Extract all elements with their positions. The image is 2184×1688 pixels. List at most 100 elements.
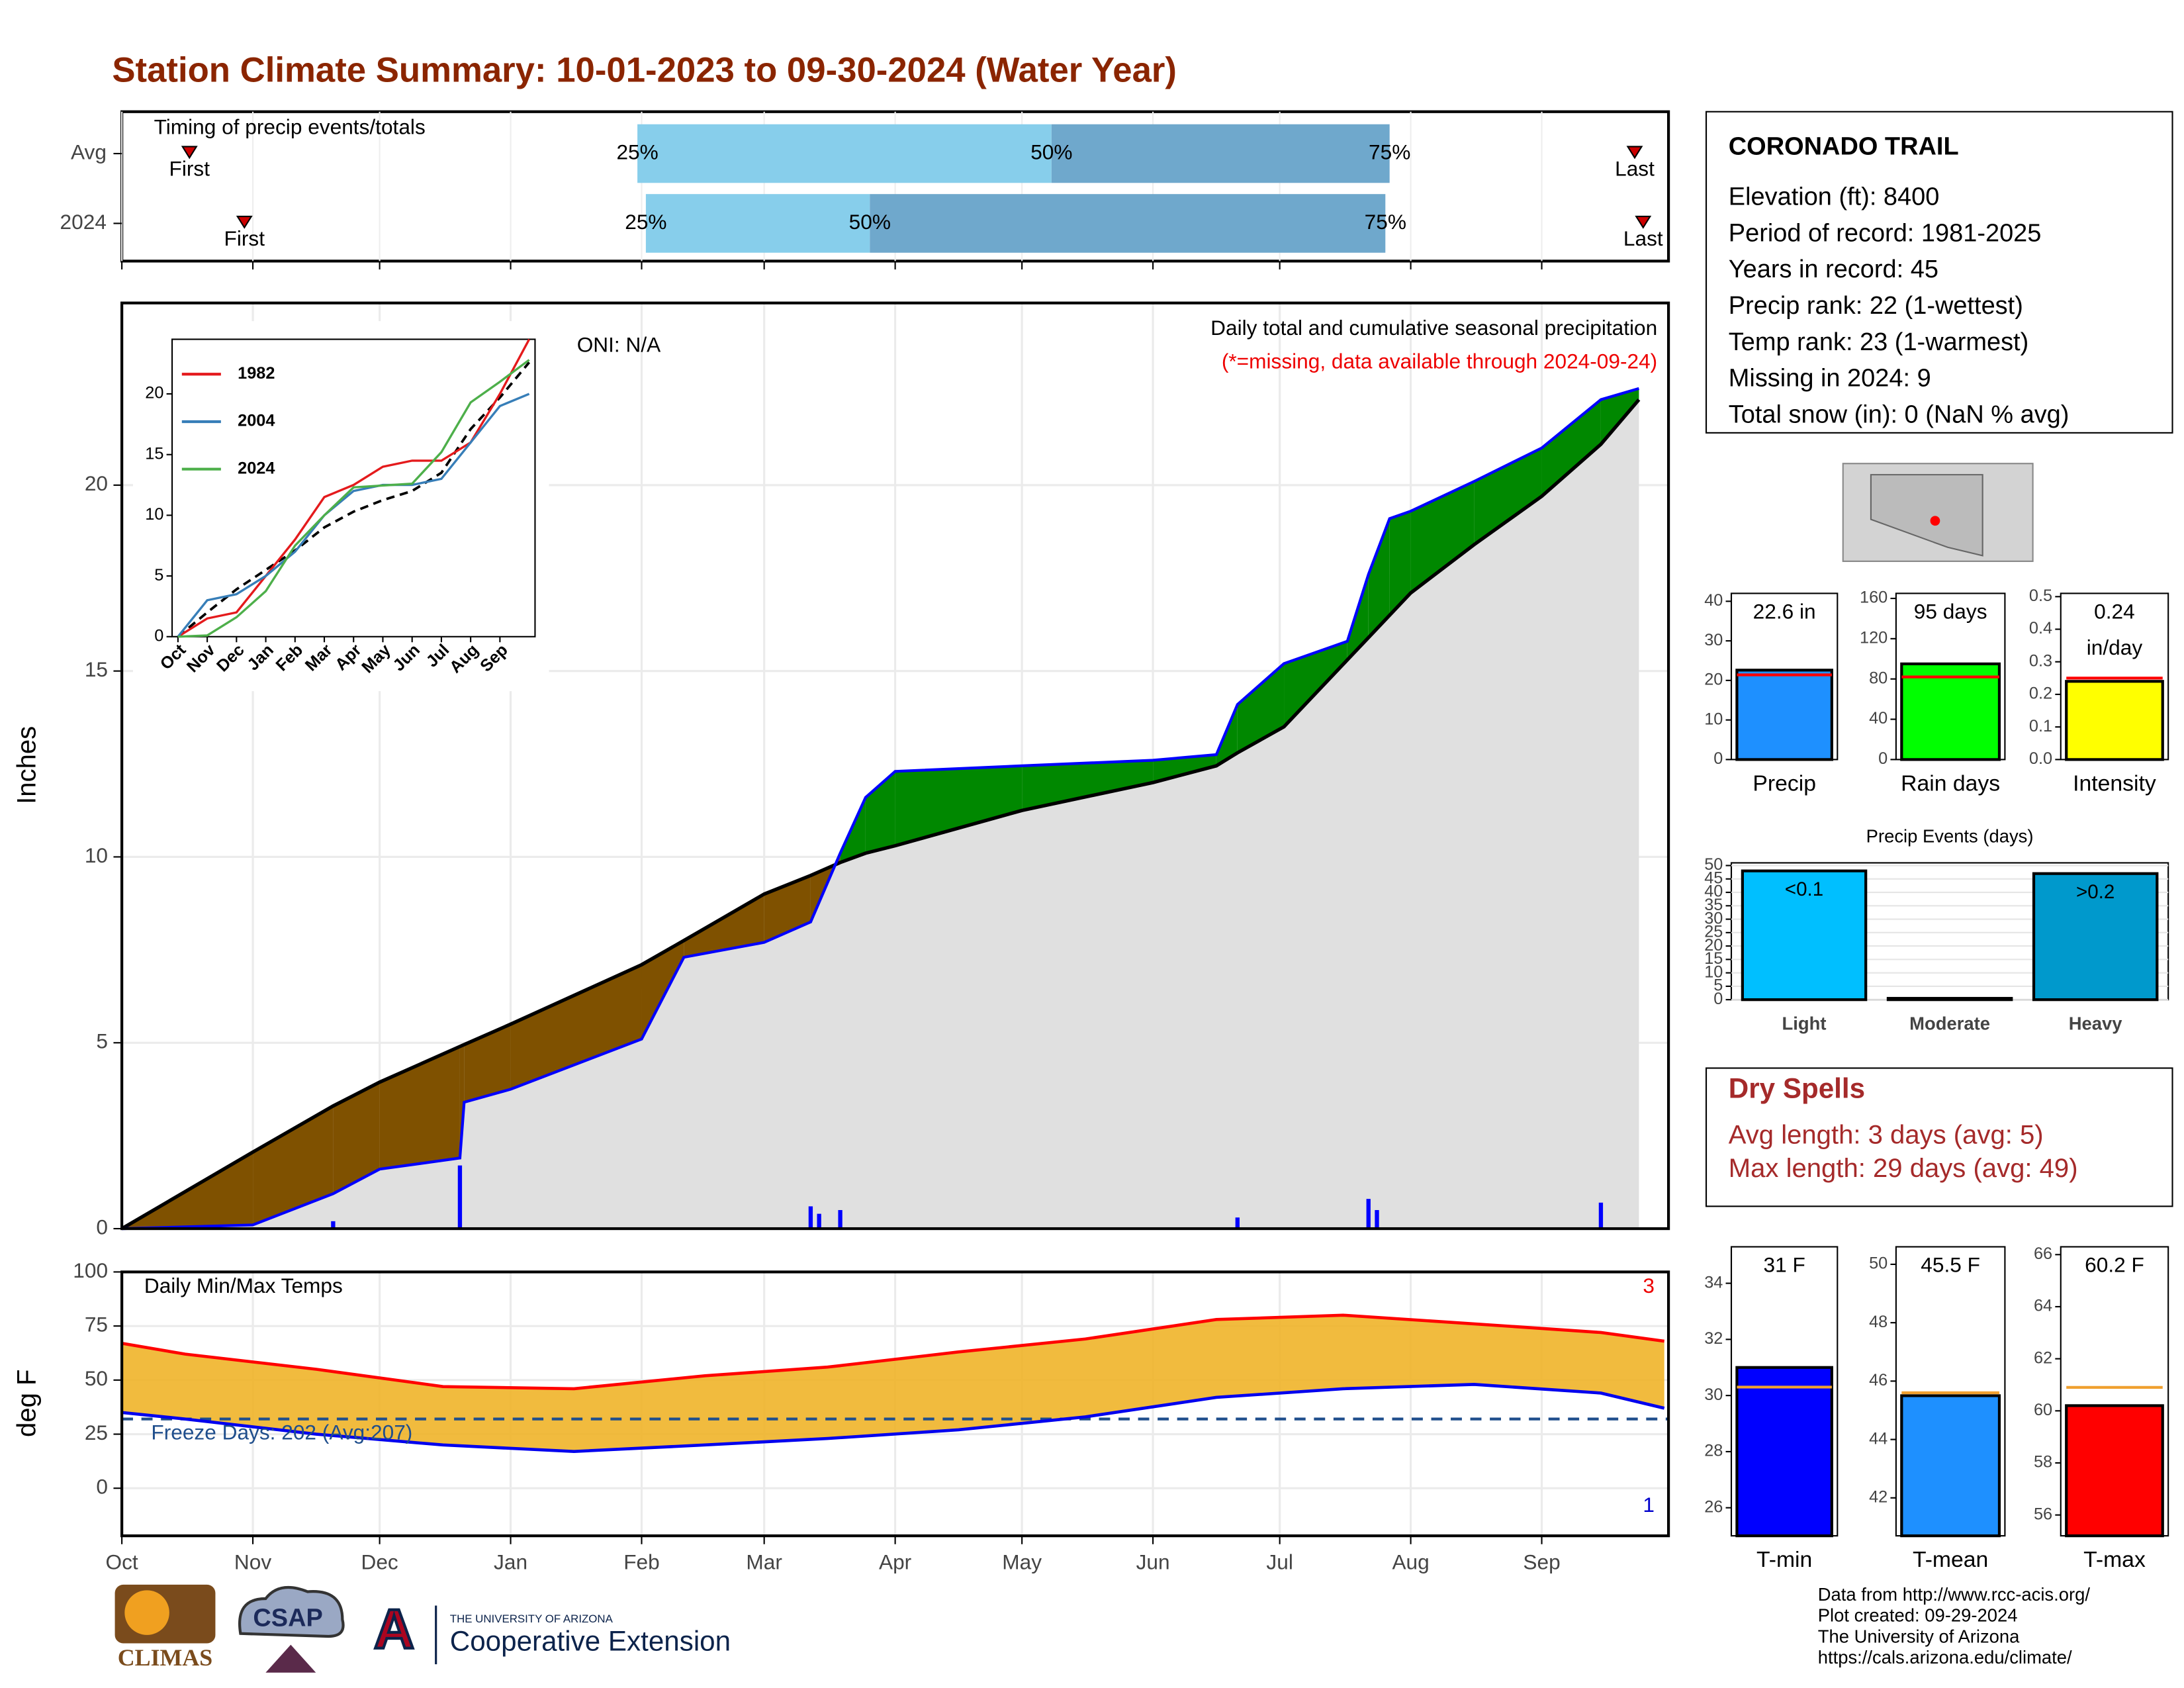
percent-label: 75% [1369, 140, 1410, 164]
inset-y-label: 15 [145, 444, 163, 463]
y-tick-label: 5 [96, 1029, 108, 1053]
daily-bar [1366, 1199, 1371, 1229]
timing-bar [637, 124, 1052, 183]
mini-y-label: 44 [1869, 1429, 1888, 1448]
timing-marker [181, 146, 198, 160]
legend-label: 1982 [238, 364, 275, 383]
station-line: Precip rank: 22 (1-wettest) [1729, 292, 2023, 320]
events-y-label: 30 [1704, 909, 1723, 927]
value-label: 45.5 F [1921, 1252, 1980, 1276]
cumulative-line [122, 387, 1639, 1231]
events-y-label: 0 [1713, 990, 1723, 1008]
deficit-area [253, 1105, 334, 1225]
surplus-area [1410, 481, 1475, 593]
csap-text: CSAP [253, 1605, 322, 1632]
csap-mountain [265, 1644, 316, 1673]
mini-y-label: 0.4 [2029, 619, 2052, 637]
footer-line: Plot created: 09-29-2024 [1818, 1605, 2018, 1626]
y-tick-label: 0 [96, 1475, 108, 1499]
surplus-area [1368, 518, 1390, 638]
surplus-area [1600, 388, 1639, 445]
panel-border [120, 1270, 1670, 1538]
x-tick-label: Jun [1136, 1550, 1170, 1574]
surplus-area [1022, 760, 1154, 811]
y-tick-label: 75 [85, 1313, 108, 1336]
csap-cloud [238, 1586, 345, 1638]
x-tick-label: Sep [1523, 1550, 1560, 1574]
climas-text: CLIMAS [118, 1644, 212, 1671]
mini-y-label: 58 [2034, 1453, 2052, 1472]
mini-name: T-max [2083, 1547, 2146, 1572]
ua-letter: A [374, 1598, 414, 1660]
daily-bar [1375, 1209, 1379, 1229]
event-category: Moderate [1909, 1013, 1990, 1033]
mini-bar [2065, 1404, 2164, 1538]
dry-line: Max length: 29 days (avg: 49) [1729, 1154, 2078, 1183]
deficit-area [684, 894, 764, 958]
daily-bar [1235, 1217, 1240, 1229]
y-tick-label: 25 [85, 1421, 108, 1444]
events-y-label: 15 [1704, 949, 1723, 968]
events-y-label: 20 [1704, 936, 1723, 955]
mini-bar [2065, 680, 2164, 761]
temp-line [121, 1383, 1665, 1453]
x-tick-label: Oct [106, 1550, 138, 1574]
mini-y-label: 0.2 [2029, 684, 2052, 703]
corner-label: 3 [1643, 1274, 1655, 1297]
mini-y-label: 10 [1704, 710, 1723, 728]
mini-name: T-mean [1913, 1547, 1988, 1572]
mini-y-label: 32 [1704, 1329, 1723, 1348]
mini-y-label: 0.1 [2029, 717, 2052, 735]
dry-box [1705, 1067, 2173, 1207]
timing-marker [236, 215, 253, 229]
x-tick-label: Apr [879, 1550, 911, 1574]
temp-title: Daily Min/Max Temps [144, 1274, 343, 1297]
percent-label: 25% [616, 140, 658, 164]
inset-y-label: 5 [154, 566, 163, 585]
y-tick-label: 15 [85, 657, 108, 681]
page-title: Station Climate Summary: 10-01-2023 to 0… [112, 51, 1177, 90]
station-name: CORONADO TRAIL [1729, 133, 1959, 161]
mini-bar [1735, 669, 1833, 761]
value-label: 31 F [1764, 1252, 1805, 1276]
inset-average [177, 361, 531, 638]
mini-y-label: 0.3 [2029, 651, 2052, 670]
mini-bar [1735, 1366, 1833, 1538]
legend-label: 2004 [238, 412, 275, 430]
events-y-label: 35 [1704, 896, 1723, 914]
mini-y-label: 46 [1869, 1371, 1888, 1389]
mini-name: Intensity [2073, 771, 2156, 796]
value-label: 60.2 F [2085, 1252, 2144, 1276]
x-tick-label: Dec [361, 1550, 398, 1574]
legend-label: 2024 [238, 459, 275, 477]
row-label: 2024 [60, 210, 107, 234]
mini-name: Precip [1752, 771, 1816, 796]
inset-y-label: 0 [154, 626, 163, 645]
ua-big: Cooperative Extension [450, 1626, 731, 1657]
mini-y-label: 80 [1869, 669, 1888, 687]
events-y-label: 25 [1704, 923, 1723, 941]
events-y-label: 40 [1704, 882, 1723, 901]
cumulative-line [120, 398, 1641, 1231]
temp-line [121, 1313, 1665, 1391]
mini-y-label: 66 [2034, 1244, 2052, 1263]
chart-subtitle: Daily total and cumulative seasonal prec… [1210, 316, 1657, 340]
missing-note: (*=missing, data available through 2024-… [1222, 350, 1657, 373]
mini-y-label: 30 [1704, 631, 1723, 649]
mini-bar [1900, 1394, 2001, 1538]
mini-y-label: 30 [1704, 1385, 1723, 1404]
daily-bar [817, 1213, 821, 1229]
inset-y-label: 20 [145, 384, 163, 402]
footer-line: https://cals.arizona.edu/climate/ [1818, 1647, 2072, 1667]
x-tick-label: Mar [746, 1550, 782, 1574]
mini-y-label: 48 [1869, 1313, 1888, 1331]
events-y-label: 50 [1704, 855, 1723, 874]
surplus-area [895, 765, 1023, 846]
percent-label: 50% [1030, 140, 1072, 164]
deficit-area [641, 940, 684, 1039]
events-title: Precip Events (days) [1866, 826, 2034, 847]
timing-bar [645, 194, 870, 253]
percent-label: 75% [1365, 210, 1406, 234]
surplus-area [1284, 641, 1347, 727]
